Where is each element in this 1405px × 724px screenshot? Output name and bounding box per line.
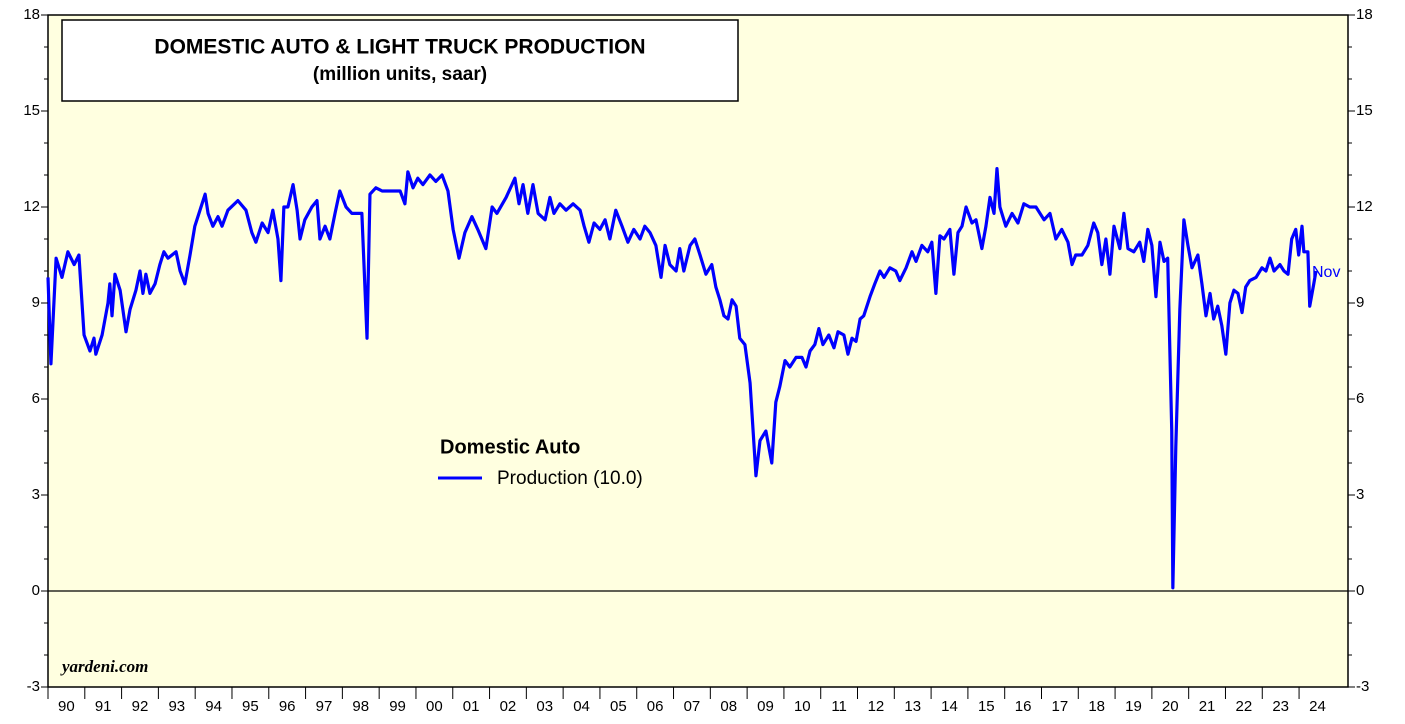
x-tick-label: 17 xyxy=(1052,698,1069,715)
x-tick-label: 24 xyxy=(1309,698,1326,715)
y-tick-label: 9 xyxy=(32,294,40,311)
source: yardeni.com xyxy=(60,657,148,676)
x-tick-label: 23 xyxy=(1272,698,1289,715)
y2-tick-label: 9 xyxy=(1356,294,1364,311)
x-tick-label: 97 xyxy=(316,698,333,715)
x-tick-label: 91 xyxy=(95,698,112,715)
y-tick-label: 0 xyxy=(32,582,40,599)
y-tick-label: -3 xyxy=(27,678,40,695)
x-tick-label: 20 xyxy=(1162,698,1179,715)
x-tick-label: 14 xyxy=(941,698,958,715)
marks xyxy=(46,167,1348,592)
x-tick-label: 03 xyxy=(536,698,553,715)
x-tick-label: 00 xyxy=(426,698,443,715)
y-tick-label: 15 xyxy=(23,102,40,119)
x-tick-label: 05 xyxy=(610,698,627,715)
x-tick-label: 15 xyxy=(978,698,995,715)
x-tick-label: 21 xyxy=(1199,698,1216,715)
title-box xyxy=(61,19,739,102)
x-tick-label: 90 xyxy=(58,698,75,715)
x-tick-label: 09 xyxy=(757,698,774,715)
legend-title: Domestic Auto xyxy=(440,436,580,458)
x-tick-label: 16 xyxy=(1015,698,1032,715)
y2-tick-label: 15 xyxy=(1356,102,1373,119)
x-tick-label: 22 xyxy=(1236,698,1253,715)
x-tick-label: 96 xyxy=(279,698,296,715)
y2-tick-label: -3 xyxy=(1356,678,1369,695)
y2-tick-label: 3 xyxy=(1356,486,1364,503)
y2-tick-label: 0 xyxy=(1356,582,1364,599)
x-tick-label: 06 xyxy=(647,698,664,715)
x-tick-label: 11 xyxy=(831,698,847,715)
x-tick-label: 19 xyxy=(1125,698,1142,715)
y2-tick-label: 12 xyxy=(1356,198,1373,215)
x-tick-label: 99 xyxy=(389,698,406,715)
x-tick-label: 18 xyxy=(1088,698,1105,715)
x-tick-label: 04 xyxy=(573,698,590,715)
legend-label: Production (10.0) xyxy=(497,468,643,489)
annotation: Nov xyxy=(1312,264,1340,281)
x-tick-label: 10 xyxy=(794,698,811,715)
x-tick-label: 95 xyxy=(242,698,259,715)
x-tick-label: 93 xyxy=(168,698,185,715)
x-tick-label: 08 xyxy=(720,698,737,715)
chart-subtitle: (million units, saar) xyxy=(313,64,487,85)
y2-tick-label: 18 xyxy=(1356,6,1373,23)
x-tick-label: 98 xyxy=(352,698,369,715)
y-tick-label: 12 xyxy=(23,198,40,215)
chart-title: DOMESTIC AUTO & LIGHT TRUCK PRODUCTION xyxy=(154,36,645,59)
data-line xyxy=(46,167,1318,590)
y-tick-label: 18 xyxy=(23,6,40,23)
x-tick-label: 12 xyxy=(868,698,885,715)
x-tick-label: 01 xyxy=(463,698,480,715)
x-tick-label: 13 xyxy=(904,698,921,715)
x-tick-label: 94 xyxy=(205,698,222,715)
x-tick-label: 02 xyxy=(500,698,517,715)
y-tick-label: 3 xyxy=(32,486,40,503)
x-tick-label: 92 xyxy=(132,698,149,715)
y2-tick-label: 6 xyxy=(1356,390,1364,407)
x-tick-label: 07 xyxy=(684,698,701,715)
plot-area xyxy=(47,14,1349,688)
y-tick-label: 6 xyxy=(32,390,40,407)
